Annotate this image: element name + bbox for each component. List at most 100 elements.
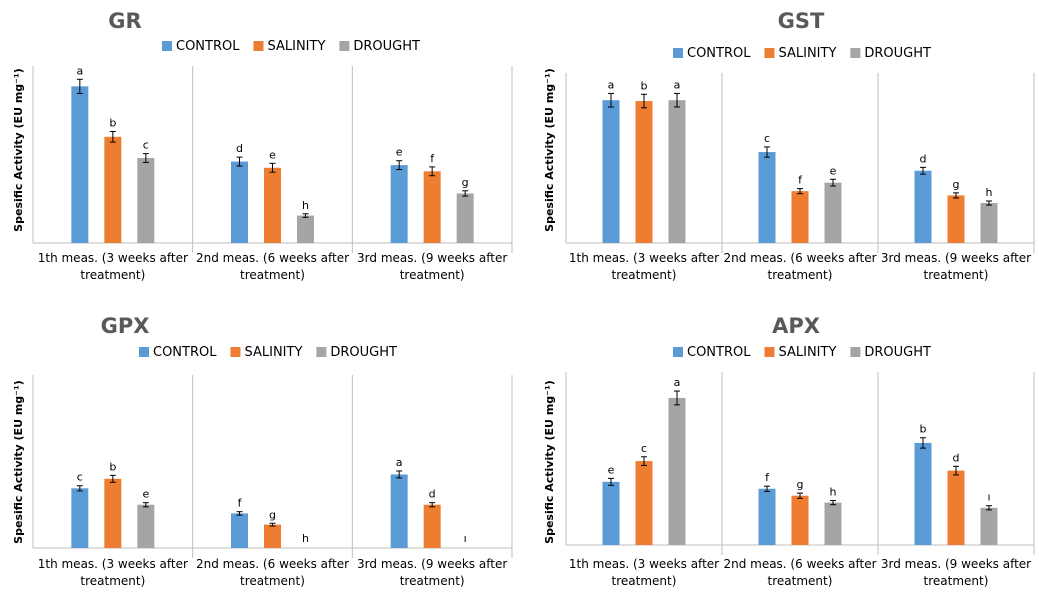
category-label-line2: treatment)	[612, 268, 677, 282]
bar-drought	[297, 215, 314, 243]
significance-label: f	[798, 174, 803, 187]
bar-salinity	[423, 171, 441, 243]
category-label: 2nd meas. (6 weeks after	[723, 557, 876, 571]
bar-salinity	[104, 478, 122, 548]
category-label-line2: treatment)	[400, 574, 465, 588]
bar-salinity	[104, 136, 122, 243]
significance-label: b	[109, 460, 116, 473]
category-label: 1th meas. (3 weeks after	[569, 251, 719, 265]
bar-control	[231, 161, 248, 243]
category-label-line2: treatment)	[768, 574, 833, 588]
y-axis-label: Spesific Activity (EU mg⁻¹)	[543, 68, 556, 232]
legend-swatch-drought	[339, 41, 350, 51]
significance-label: b	[641, 79, 648, 92]
bar-drought	[980, 203, 998, 243]
bar-drought	[980, 507, 998, 545]
legend-swatch-salinity	[764, 347, 775, 357]
chart-panel-apx: APX CONTROL SALINITY DROUGHT Spesific Activi…	[543, 314, 1035, 588]
y-axis-label: Spesific Activity (EU mg⁻¹)	[543, 380, 556, 544]
legend-label-salinity: SALINITY	[244, 345, 302, 360]
legend-label-control: CONTROL	[176, 39, 240, 54]
legend-label-control: CONTROL	[687, 46, 751, 61]
bar-drought	[668, 100, 686, 243]
category-label-line2: treatment)	[80, 574, 145, 588]
chart-title: GST	[778, 9, 825, 33]
category-label: 2nd meas. (6 weeks after	[196, 557, 349, 571]
significance-label: b	[109, 116, 116, 129]
significance-label: a	[608, 78, 615, 91]
bar-salinity	[947, 195, 965, 243]
category-label-line2: treatment)	[924, 574, 989, 588]
category-label-line2: treatment)	[400, 268, 465, 282]
category-label: 2nd meas. (6 weeks after	[723, 251, 876, 265]
significance-label: c	[143, 139, 149, 152]
significance-label: h	[830, 486, 837, 499]
significance-label: f	[238, 497, 243, 510]
significance-label: e	[142, 488, 149, 501]
significance-label: h	[302, 199, 309, 212]
significance-label: a	[396, 456, 403, 469]
category-label-line2: treatment)	[240, 574, 305, 588]
legend-label-salinity: SALINITY	[778, 46, 836, 61]
legend-label-drought: DROUGHT	[864, 345, 931, 360]
significance-label: c	[641, 442, 647, 455]
legend-swatch-drought	[850, 347, 861, 357]
significance-label: e	[396, 146, 403, 159]
bar-control	[914, 442, 932, 545]
bar-drought	[668, 397, 686, 545]
significance-label: g	[953, 178, 960, 191]
bar-control	[390, 165, 408, 243]
bar-control	[602, 100, 620, 243]
bar-control	[602, 481, 620, 545]
chart-title: GR	[108, 9, 141, 33]
chart-title: APX	[772, 314, 820, 338]
legend-swatch-control	[162, 41, 172, 51]
category-label: 1th meas. (3 weeks after	[38, 251, 188, 265]
bar-drought	[137, 158, 155, 243]
bar-control	[758, 152, 776, 243]
legend-swatch-control	[139, 347, 149, 357]
legend-swatch-control	[673, 347, 683, 357]
significance-label: a	[76, 64, 83, 77]
legend-label-control: CONTROL	[153, 345, 217, 360]
bar-salinity	[791, 191, 809, 243]
category-label-line2: treatment)	[80, 268, 145, 282]
category-label-line2: treatment)	[768, 268, 833, 282]
chart-title: GPX	[101, 314, 150, 338]
legend-swatch-drought	[850, 48, 861, 58]
bar-salinity	[423, 504, 441, 548]
category-label: 2nd meas. (6 weeks after	[196, 251, 349, 265]
significance-label: e	[269, 148, 276, 161]
significance-label: c	[77, 471, 83, 484]
legend-label-drought: DROUGHT	[353, 39, 420, 54]
significance-label: e	[608, 463, 615, 476]
significance-label: f	[765, 471, 770, 484]
legend-label-salinity: SALINITY	[778, 345, 836, 360]
significance-label: d	[953, 451, 960, 464]
legend-swatch-control	[673, 48, 683, 58]
y-axis-label: Spesific Activity (EU mg⁻¹)	[12, 380, 25, 544]
category-label: 1th meas. (3 weeks after	[38, 557, 188, 571]
bar-control	[71, 488, 89, 548]
significance-label: a	[674, 376, 681, 389]
significance-label: d	[236, 142, 243, 155]
y-axis-label: Spesific Activity (EU mg⁻¹)	[12, 68, 25, 232]
significance-label: c	[764, 132, 770, 145]
category-label: 3rd meas. (9 weeks after	[357, 251, 507, 265]
bar-control	[758, 488, 776, 545]
bar-control	[231, 513, 248, 548]
legend-swatch-salinity	[253, 41, 264, 51]
category-label-line2: treatment)	[612, 574, 677, 588]
significance-label: d	[429, 488, 436, 501]
significance-label: h	[302, 532, 309, 545]
significance-label: g	[462, 176, 469, 189]
legend-swatch-salinity	[230, 347, 241, 357]
legend-swatch-salinity	[764, 48, 775, 58]
legend-label-drought: DROUGHT	[330, 345, 397, 360]
significance-label: h	[986, 186, 993, 199]
significance-label: f	[430, 152, 435, 165]
bar-salinity	[635, 461, 653, 545]
